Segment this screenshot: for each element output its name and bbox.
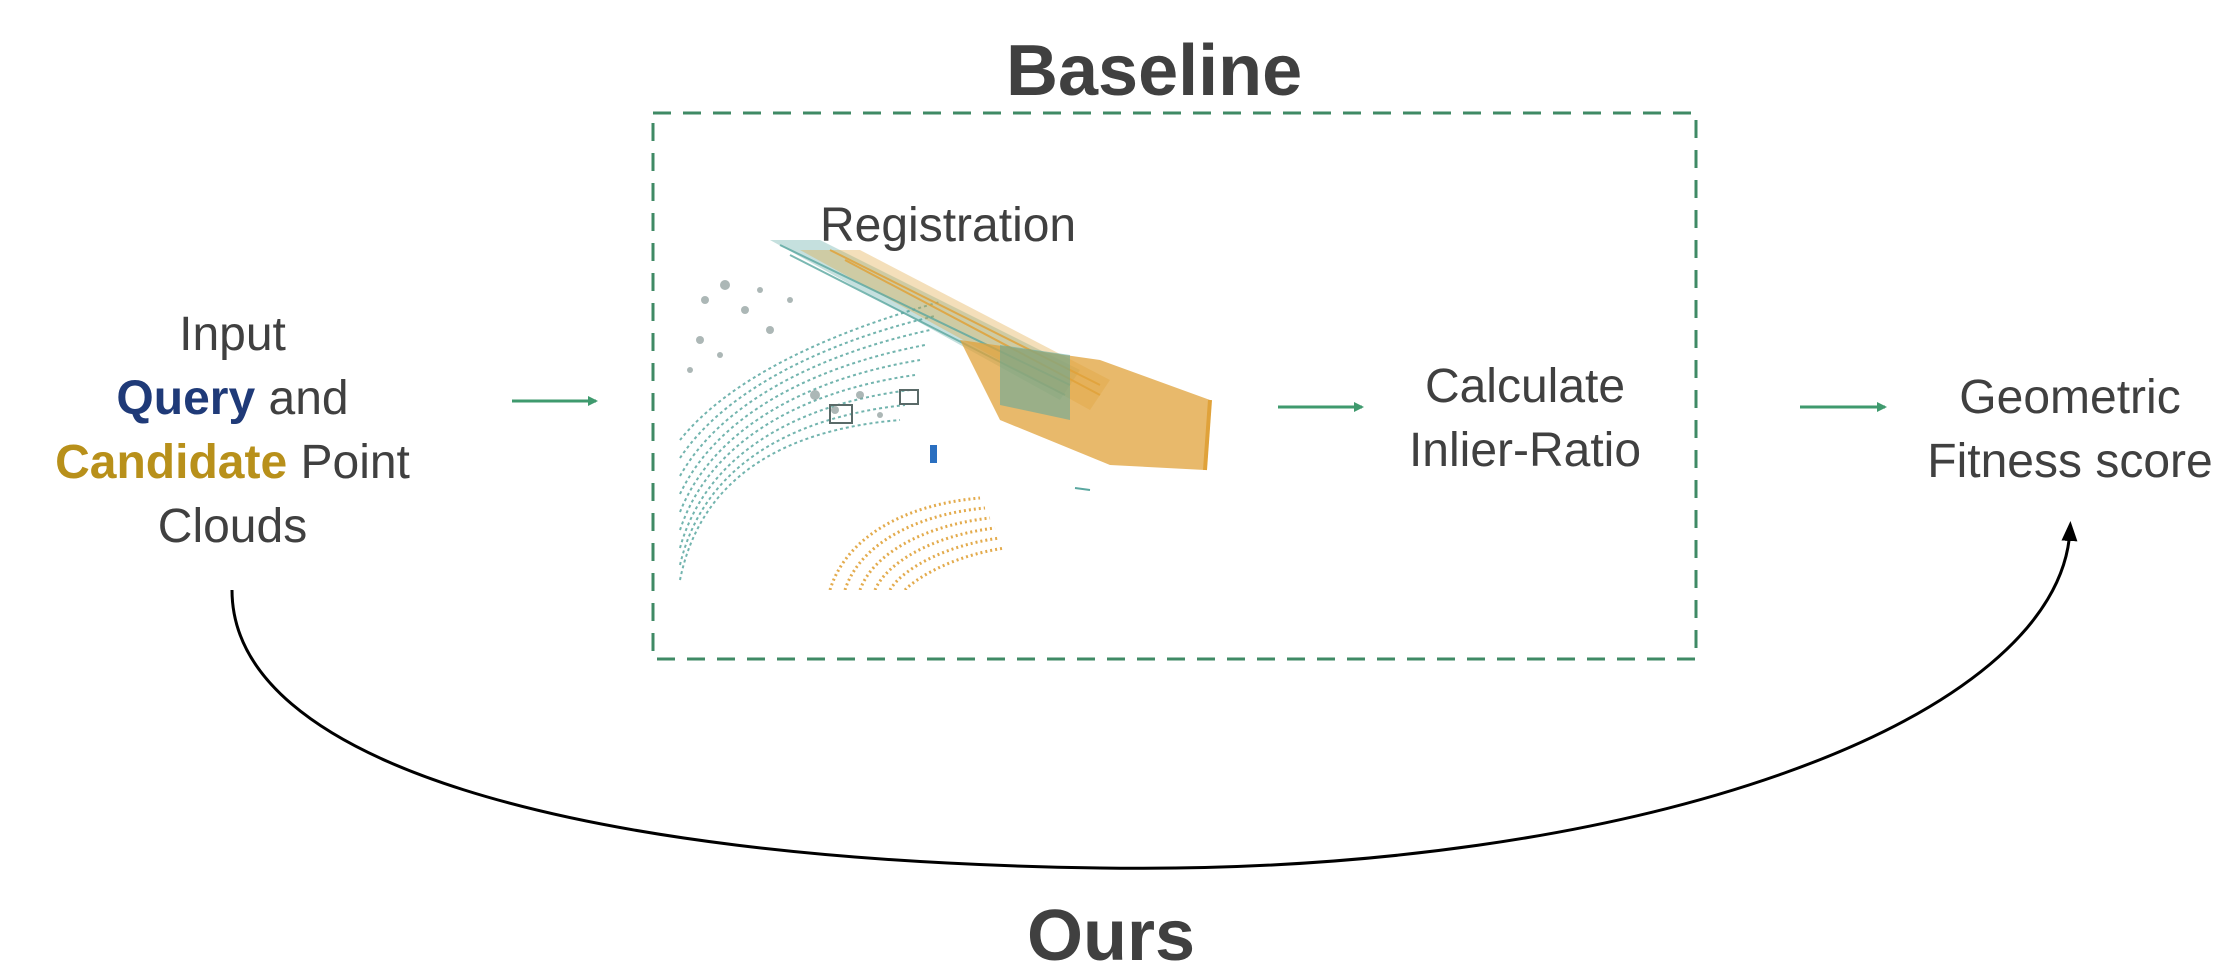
baseline-title: Baseline xyxy=(1006,31,1303,111)
ours-title: Ours xyxy=(1027,896,1196,965)
input-line3: Candidate Point xyxy=(30,431,435,495)
input-line2-rest: and xyxy=(255,372,349,425)
point-cloud-image xyxy=(679,240,1212,590)
input-line4: Clouds xyxy=(157,500,308,553)
inlier-ratio-node: Calculate Inlier-Ratio xyxy=(1370,355,1680,483)
output-line2: Fitness score xyxy=(1927,435,2213,488)
inlier-line2: Inlier-Ratio xyxy=(1408,424,1642,477)
geometric-fitness-node: Geometric Fitness score xyxy=(1905,366,2235,494)
input-node: Input Query and Candidate Point Clouds xyxy=(30,303,435,559)
input-line3-rest: Point xyxy=(287,436,410,489)
ours-curve-arrow xyxy=(230,521,2078,870)
input-line1: Input xyxy=(179,308,286,361)
inlier-line1: Calculate xyxy=(1424,360,1626,413)
baseline-dashed-box xyxy=(651,111,1698,661)
query-word: Query xyxy=(116,372,256,425)
output-line1: Geometric xyxy=(1959,371,2181,424)
candidate-word: Candidate xyxy=(55,436,288,489)
input-line2: Query and xyxy=(30,367,435,431)
registration-label: Registration xyxy=(820,199,1077,252)
